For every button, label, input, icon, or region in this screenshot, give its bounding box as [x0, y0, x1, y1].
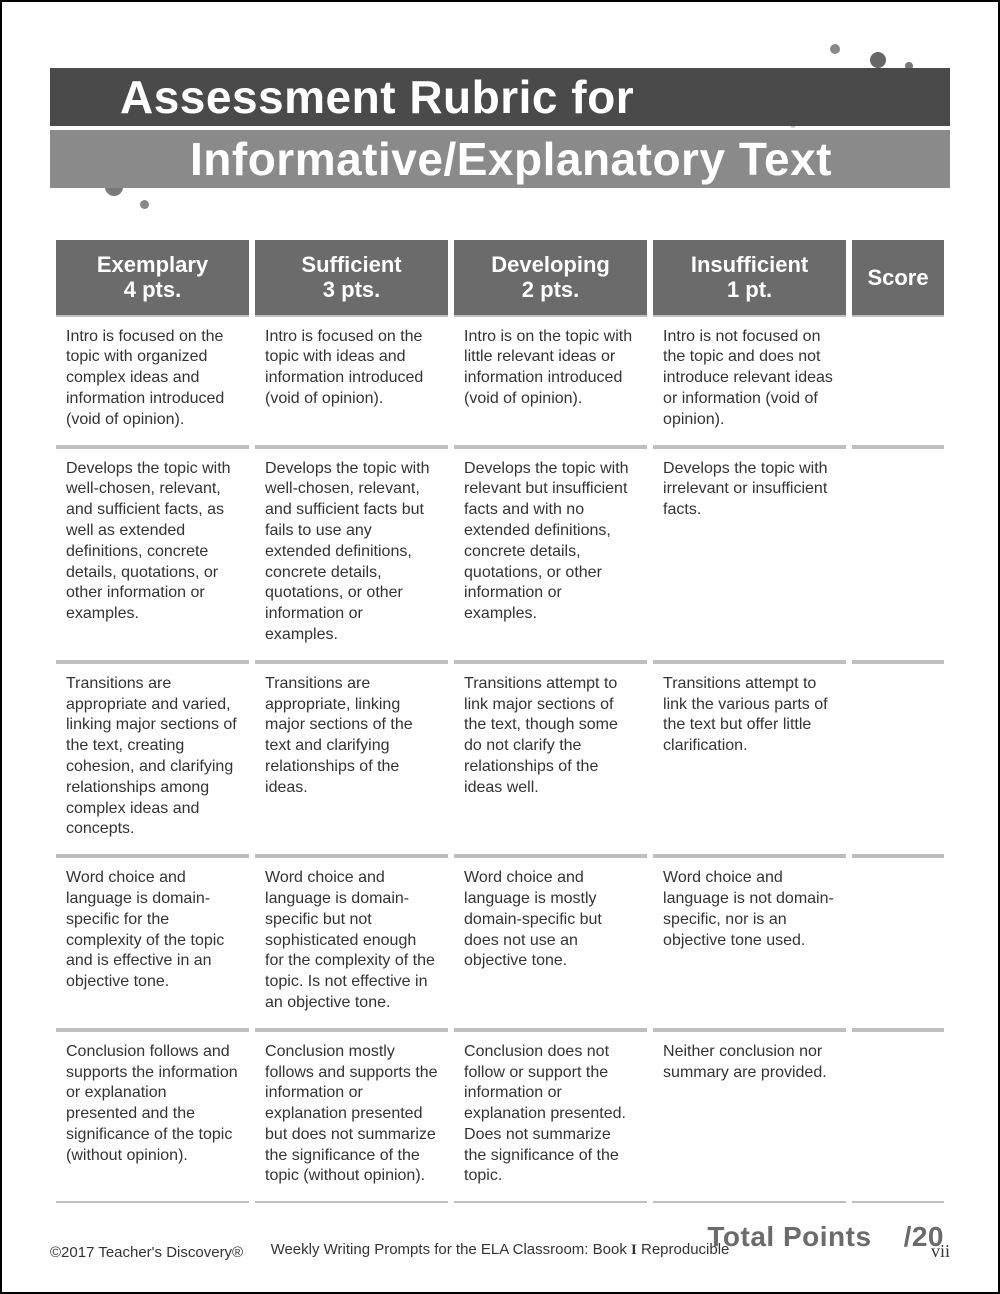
col-header-score: Score	[852, 240, 944, 315]
rubric-cell: Word choice and language is domain-speci…	[255, 856, 448, 1030]
score-cell	[852, 447, 944, 662]
rubric-cell: Conclusion mostly follows and supports t…	[255, 1030, 448, 1204]
col-label: Exemplary	[97, 252, 208, 277]
rubric-cell: Transitions are appropriate, linking maj…	[255, 662, 448, 856]
rubric-cell: Conclusion does not follow or support th…	[454, 1030, 647, 1204]
footer-center: Weekly Writing Prompts for the ELA Class…	[50, 1241, 950, 1259]
title-line-1: Assessment Rubric for	[120, 74, 634, 120]
score-cell	[852, 856, 944, 1030]
table-row: Conclusion follows and supports the info…	[56, 1030, 944, 1204]
rubric-header: Exemplary 4 pts. Sufficient 3 pts. Devel…	[56, 240, 944, 315]
rubric-cell: Neither conclusion nor summary are provi…	[653, 1030, 846, 1204]
rubric-cell: Develops the topic with irrelevant or in…	[653, 447, 846, 662]
rubric-cell: Develops the topic with well-chosen, rel…	[56, 447, 249, 662]
rubric-cell: Intro is focused on the topic with ideas…	[255, 315, 448, 447]
rubric-cell: Develops the topic with well-chosen, rel…	[255, 447, 448, 662]
table-row: Develops the topic with well-chosen, rel…	[56, 447, 944, 662]
table-row: Transitions are appropriate and varied, …	[56, 662, 944, 856]
rubric-cell: Word choice and language is mostly domai…	[454, 856, 647, 1030]
col-label: Insufficient	[691, 252, 808, 277]
title-line-2: Informative/Explanatory Text	[190, 136, 832, 182]
rubric-cell: Intro is focused on the topic with organ…	[56, 315, 249, 447]
title-bar-top: Assessment Rubric for	[50, 68, 950, 126]
title-bar-bottom: Informative/Explanatory Text	[50, 130, 950, 188]
rubric-cell: Conclusion follows and supports the info…	[56, 1030, 249, 1204]
rubric-cell: Transitions are appropriate and varied, …	[56, 662, 249, 856]
col-pts: 2 pts.	[460, 277, 641, 302]
rubric-cell: Develops the topic with relevant but ins…	[454, 447, 647, 662]
footer-center-prefix: Weekly Writing Prompts for the ELA Class…	[271, 1241, 631, 1258]
col-header-sufficient: Sufficient 3 pts.	[255, 240, 448, 315]
page-footer: ©2017 Teacher's Discovery® Weekly Writin…	[50, 1241, 950, 1262]
table-row: Intro is focused on the topic with organ…	[56, 315, 944, 447]
table-row: Word choice and language is domain-speci…	[56, 856, 944, 1030]
footer-center-suffix: Reproducible	[637, 1241, 730, 1258]
rubric-table: Exemplary 4 pts. Sufficient 3 pts. Devel…	[50, 240, 950, 1203]
score-cell	[852, 315, 944, 447]
splatter-dot	[140, 200, 149, 209]
col-pts: 3 pts.	[261, 277, 442, 302]
col-header-exemplary: Exemplary 4 pts.	[56, 240, 249, 315]
col-pts: 1 pt.	[659, 277, 840, 302]
splatter-dot	[830, 44, 840, 54]
title-banner: Assessment Rubric for Informative/Explan…	[50, 50, 950, 220]
splatter-dot	[870, 52, 886, 68]
col-label: Sufficient	[301, 252, 401, 277]
rubric-cell: Word choice and language is not domain-s…	[653, 856, 846, 1030]
col-label: Score	[867, 265, 928, 290]
rubric-cell: Word choice and language is domain-speci…	[56, 856, 249, 1030]
rubric-cell: Transitions attempt to link major sectio…	[454, 662, 647, 856]
rubric-cell: Intro is not focused on the topic and do…	[653, 315, 846, 447]
rubric-body: Intro is focused on the topic with organ…	[56, 315, 944, 1204]
col-header-insufficient: Insufficient 1 pt.	[653, 240, 846, 315]
score-cell	[852, 662, 944, 856]
rubric-cell: Transitions attempt to link the various …	[653, 662, 846, 856]
rubric-cell: Intro is on the topic with little releva…	[454, 315, 647, 447]
col-header-developing: Developing 2 pts.	[454, 240, 647, 315]
page: Assessment Rubric for Informative/Explan…	[0, 0, 1000, 1294]
col-pts: 4 pts.	[62, 277, 243, 302]
col-label: Developing	[491, 252, 610, 277]
score-cell	[852, 1030, 944, 1204]
